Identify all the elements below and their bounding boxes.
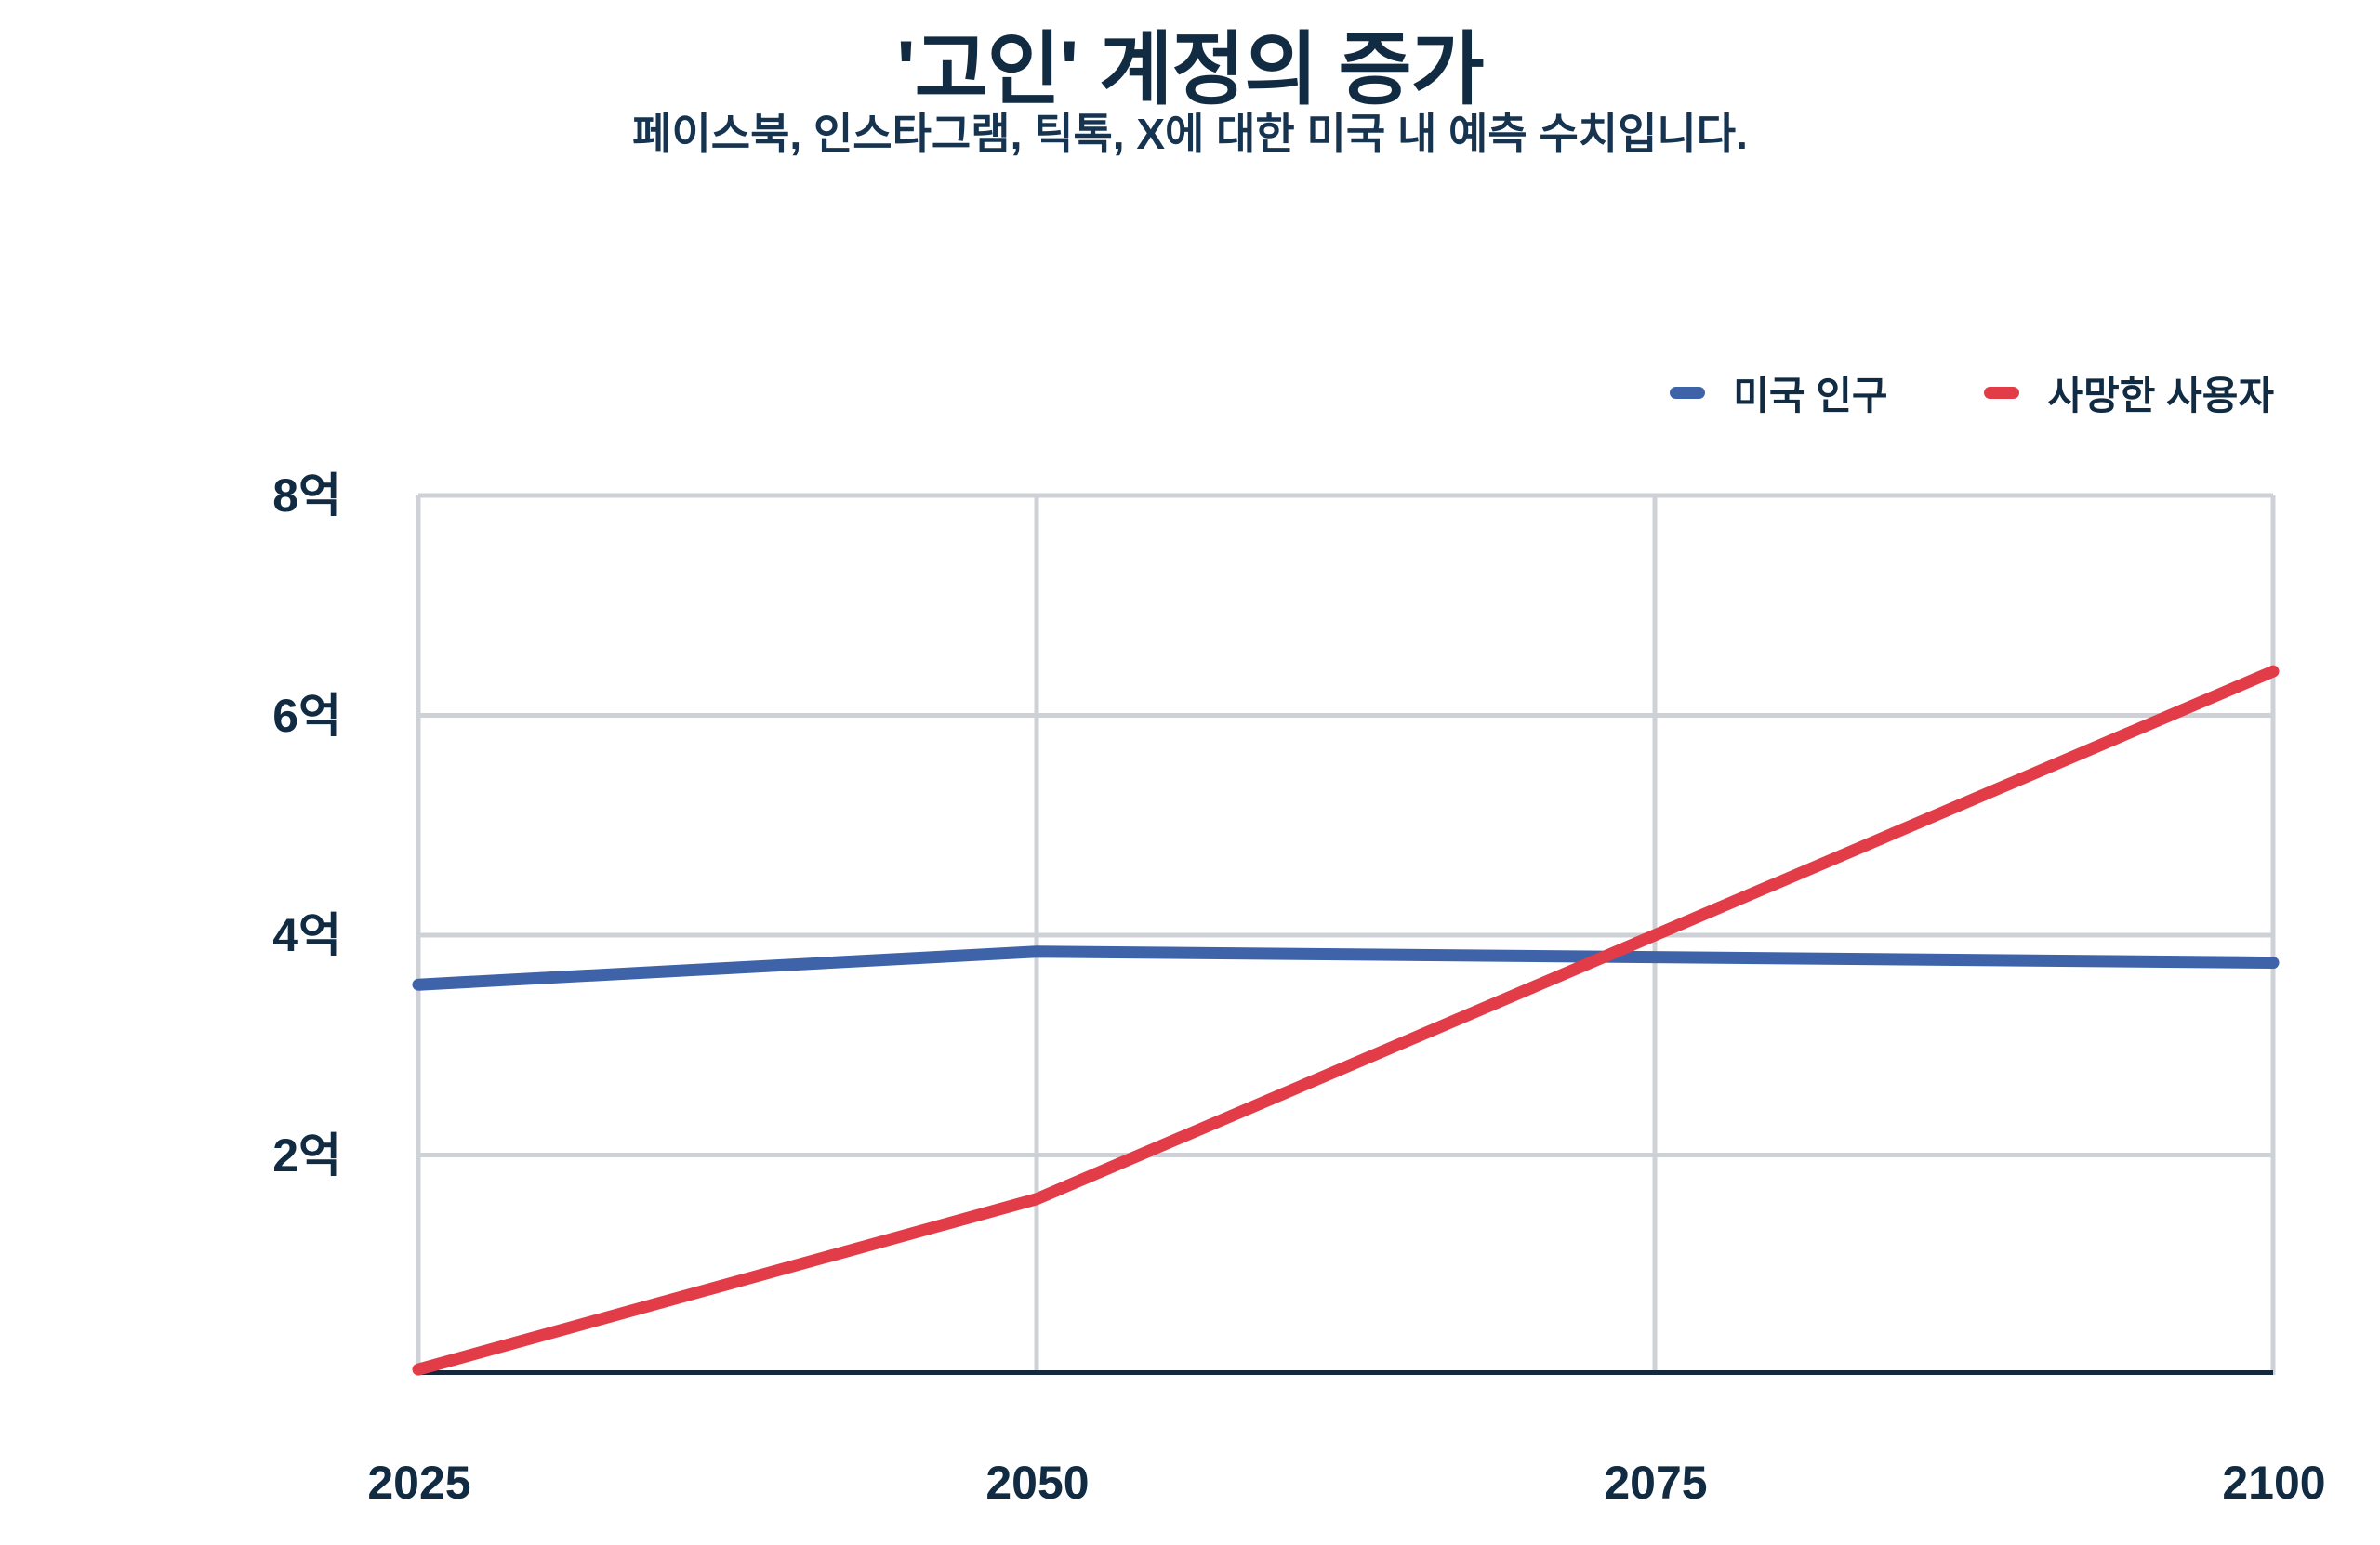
deceased-users-line-swatch [1984,387,2020,399]
chart-subtitle: 페이스북, 인스타그램, 틱톡, X에 대한 미국 내 예측 수치입니다. [632,110,1748,158]
legend-item-us-population: 미국 인구 [1670,364,1887,421]
legend-item-deceased-users: 사망한 사용자 [1984,364,2274,421]
legend-label-us-population: 미국 인구 [1733,374,1888,417]
y-axis-tick-label-200m: 2억 [272,1129,341,1182]
legend-label-deceased-users: 사망한 사용자 [2047,374,2274,417]
series-line-0 [412,945,2280,991]
y-axis-tick-label-600m: 6억 [272,690,341,742]
x-axis-tick-label-2025: 2025 [367,1457,471,1509]
us-population-line-swatch [1670,387,1706,399]
legend: 미국 인구 사망한 사용자 [1670,364,2274,421]
x-axis-tick-label-2075: 2075 [1604,1457,1708,1509]
x-axis-tick-label-2050: 2050 [985,1457,1090,1509]
x-axis-tick-label-2100: 2100 [2222,1457,2326,1509]
y-axis-tick-label-800m: 8억 [272,469,341,522]
chart-title: '고인' 계정의 증가 [896,25,1485,114]
y-axis-tick-label-400m: 4억 [272,909,341,961]
plot-area [412,493,2280,1376]
chart-canvas [412,493,2280,1376]
series-line-1 [412,665,2280,1376]
